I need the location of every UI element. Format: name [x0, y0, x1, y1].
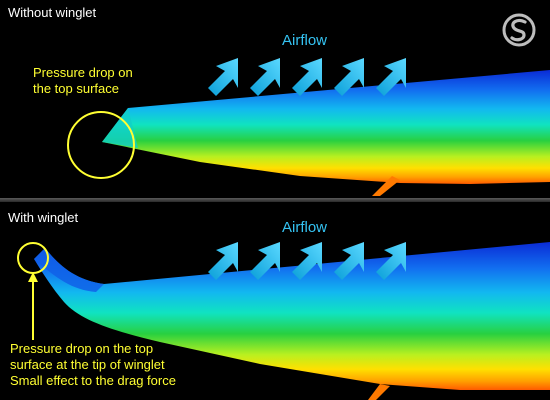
- airflow-arrow-icon: [208, 58, 238, 96]
- pressure-drop-highlight-circle: [67, 111, 135, 179]
- pressure-drop-note: Pressure drop on the top surface at the …: [10, 341, 176, 389]
- note-line: surface at the tip of winglet: [10, 357, 165, 372]
- panel-divider: [0, 198, 550, 202]
- panel-title: With winglet: [8, 210, 79, 225]
- wing-scene-without-winglet: [67, 58, 550, 196]
- wing-surface: [34, 242, 550, 390]
- airflow-arrow-icon: [250, 58, 280, 96]
- wing-surface: [102, 70, 550, 184]
- note-line: Small effect to the drag force: [10, 373, 176, 388]
- engine-pylon: [368, 384, 390, 400]
- swirl-s-logo-icon: [502, 13, 536, 47]
- panel-without-winglet: Without winglet Airflow Pressure drop on…: [0, 0, 550, 198]
- note-line: Pressure drop on the top: [10, 341, 154, 356]
- note-line: Pressure drop on: [33, 65, 133, 80]
- note-line: the top surface: [33, 81, 119, 96]
- winglet-surface: [34, 248, 104, 292]
- annotation-pointer-arrowhead: [28, 272, 38, 282]
- wing-scene-with-winglet: [17, 242, 550, 400]
- panel-title: Without winglet: [8, 5, 97, 20]
- panel-with-winglet: With winglet Airflow Pressure drop on th…: [0, 202, 550, 400]
- pressure-drop-note: Pressure drop on the top surface: [33, 65, 133, 97]
- airflow-label: Airflow: [282, 219, 328, 236]
- wing-tip-facet: [102, 108, 138, 148]
- airflow-label: Airflow: [282, 32, 328, 49]
- airflow-arrow-icon: [292, 58, 322, 96]
- engine-pylon: [372, 176, 400, 196]
